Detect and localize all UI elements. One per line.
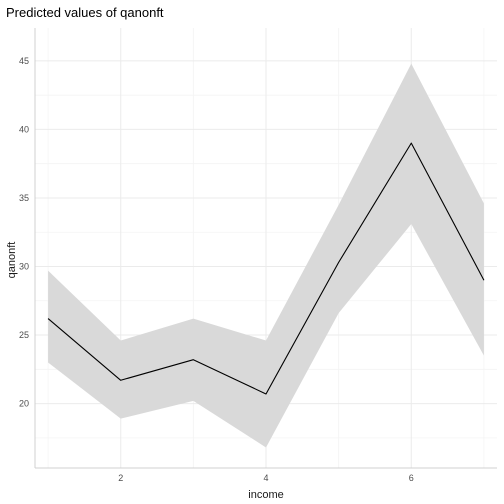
x-tick-labels: 2 4 6 bbox=[118, 473, 414, 483]
y-tick-label: 40 bbox=[19, 124, 29, 134]
y-tick-labels: 20 25 30 35 40 45 bbox=[19, 56, 29, 409]
x-tick-label: 2 bbox=[118, 473, 123, 483]
y-tick-label: 35 bbox=[19, 193, 29, 203]
x-tick-label: 6 bbox=[409, 473, 414, 483]
y-tick-label: 20 bbox=[19, 399, 29, 409]
y-tick-label: 25 bbox=[19, 330, 29, 340]
y-tick-label: 45 bbox=[19, 56, 29, 66]
series-line bbox=[47, 142, 485, 395]
y-tick-label: 30 bbox=[19, 262, 29, 272]
y-axis-label: qanonft bbox=[6, 242, 18, 279]
confidence-band bbox=[48, 63, 484, 448]
confidence-ribbon bbox=[48, 63, 484, 448]
prediction-line bbox=[47, 142, 485, 395]
x-axis-label: income bbox=[248, 489, 283, 501]
x-tick-label: 4 bbox=[263, 473, 268, 483]
chart-title: Predicted values of qanonft bbox=[6, 5, 164, 20]
